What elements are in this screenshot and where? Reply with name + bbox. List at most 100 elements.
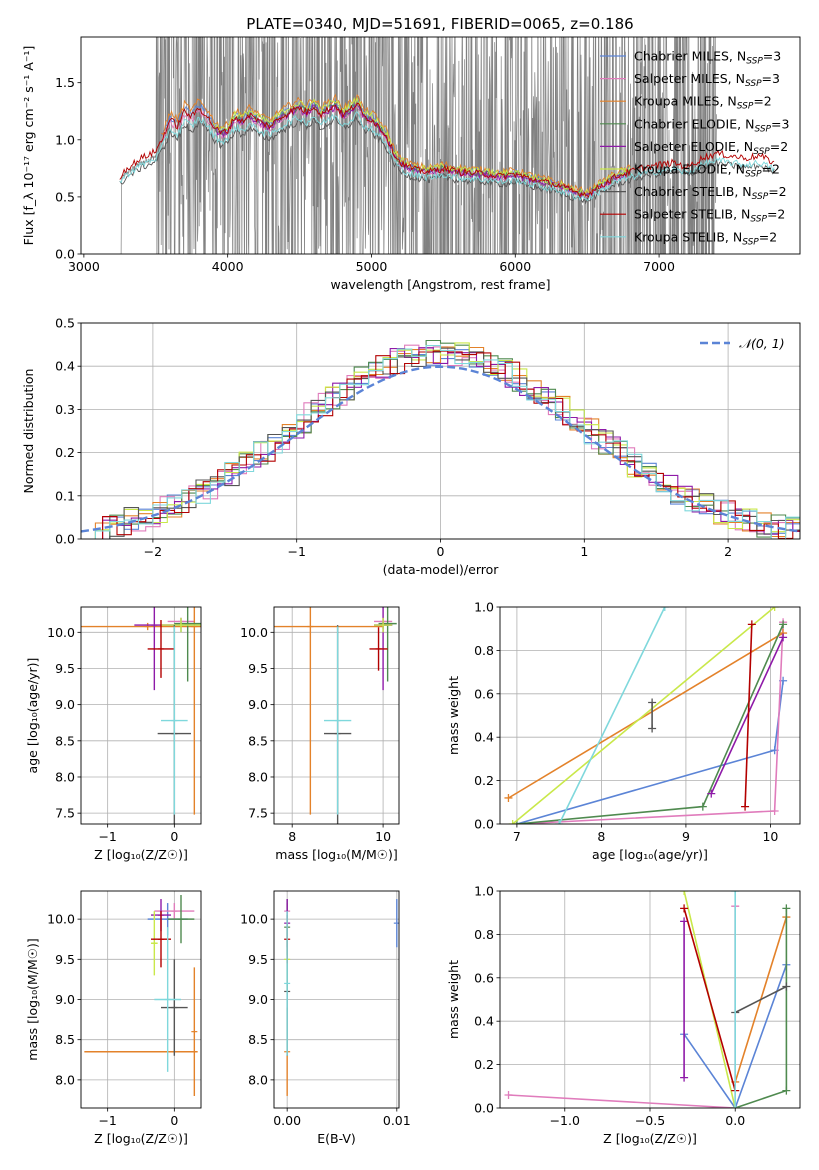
y-tick-label: 9.0	[55, 992, 75, 1007]
x-axis-label: Z [log₁₀(Z/Z☉)]	[94, 1131, 188, 1146]
y-tick-label: 8.5	[55, 1032, 75, 1047]
x-axis-label: mass [log₁₀(M/M☉)]	[275, 847, 397, 862]
y-tick-label: 0.6	[474, 970, 494, 985]
y-axis-label: mass [log₁₀(M/M☉)]	[25, 938, 40, 1060]
x-tick-label: 7000	[643, 259, 675, 274]
y-tick-label: 10.0	[47, 625, 75, 640]
ticks: −1.0 −0.5 0.0 0.0 0.2 0.4 0.6 0.8 1.0	[474, 884, 745, 1129]
y-tick-label: 8.5	[248, 733, 268, 748]
y-tick-label: 0.3	[55, 402, 75, 417]
weight-line	[683, 964, 788, 1108]
x-axis-label: wavelength [Angstrom, rest frame]	[330, 277, 550, 292]
x-tick-label: 0.01	[383, 1113, 411, 1128]
x-axis-label: Z [log₁₀(Z/Z☉)]	[94, 847, 188, 862]
weight-marker	[680, 904, 689, 913]
observed-spectrum	[119, 37, 717, 254]
y-tick-label: 8.5	[248, 1032, 268, 1047]
gridlines	[500, 606, 800, 825]
x-tick-label: 7	[513, 829, 521, 844]
weight-marker	[782, 904, 791, 913]
x-tick-label: −0.5	[635, 1113, 665, 1128]
legend-value: =2	[759, 229, 777, 244]
histogram-series	[94, 346, 800, 539]
y-tick-label: 9.5	[248, 952, 268, 967]
x-axis-label: (data-model)/error	[383, 562, 500, 577]
x-tick-label: 3000	[68, 259, 100, 274]
weight-marker	[747, 620, 756, 629]
y-tick-label: 9.0	[55, 697, 75, 712]
weight-marker	[648, 724, 657, 733]
weight-marker	[782, 1086, 791, 1095]
axes-mass-vs-Z: −1 0 8.0 8.5 9.0 9.5 10.0 Z [log₁₀(Z/Z☉)] mass […	[25, 891, 201, 1146]
weight-line	[710, 637, 784, 794]
weight-marker	[707, 789, 716, 798]
plot-content	[119, 37, 775, 254]
weight-marker	[770, 806, 779, 815]
weight-marker	[779, 633, 788, 642]
x-tick-label: 8	[288, 829, 296, 844]
y-tick-label: 0.4	[474, 1014, 494, 1029]
legend-value: =3	[762, 71, 780, 86]
axes-frame	[80, 322, 801, 540]
y-tick-label: 10.0	[47, 912, 75, 927]
normal-curve	[81, 365, 800, 533]
y-tick-label: 1.0	[55, 132, 75, 147]
plot-content	[504, 607, 788, 824]
weight-marker	[504, 1090, 513, 1099]
x-tick-label: 2	[724, 544, 732, 559]
y-tick-label: 8.0	[55, 769, 75, 784]
histogram-series	[102, 344, 800, 539]
plot-content	[504, 891, 791, 1108]
weight-line	[508, 632, 784, 799]
model-spectrum-line	[119, 102, 775, 199]
axes-frame	[80, 890, 202, 1109]
gridlines	[274, 607, 399, 824]
legend-subscript: SSP	[737, 102, 754, 112]
weight-line	[558, 607, 666, 824]
weight-marker	[782, 982, 791, 991]
x-axis-label: Z [log₁₀(Z/Z☉)]	[603, 1131, 697, 1146]
legend-subscript: SSP	[742, 237, 759, 247]
legend: Chabrier MILES, NSSP=3 Salpeter MILES, NS…	[600, 49, 789, 247]
x-tick-label: 9	[682, 829, 690, 844]
x-tick-label: 8	[597, 829, 605, 844]
axes-residuals: −2 −1 0 1 2 0.0 0.1 0.2 0.3 0.4 0.5 (data-model)/er…	[21, 316, 800, 577]
x-tick-label: −1.0	[550, 1113, 580, 1128]
histogram-series	[102, 350, 800, 539]
model-spectrum-line	[119, 111, 775, 201]
legend-value: =3	[763, 49, 781, 64]
legend-label: Chabrier MILES, NSSP=3	[634, 49, 781, 67]
x-tick-label: −1	[98, 1113, 116, 1128]
legend-subscript: SSP	[750, 215, 767, 225]
legend-subscript: SSP	[745, 79, 762, 89]
legend-label: Kroupa ELODIE, NSSP=2	[634, 162, 780, 180]
axes-spectrum: 3000 4000 5000 6000 7000 0.0 0.5 1.0 1.5 waveleng…	[21, 37, 775, 292]
histogram-series	[109, 339, 800, 539]
legend-subscript: SSP	[753, 147, 770, 157]
axes-weight-vs-age: 7 8 9 10 0.0 0.2 0.4 0.6 0.8 1.0 age [log₁₀(age/yr…	[446, 600, 800, 862]
plot-content	[81, 339, 800, 539]
x-tick-label: 0	[170, 829, 178, 844]
y-tick-label: 7.5	[55, 806, 75, 821]
y-tick-label: 0.2	[474, 773, 494, 788]
legend-label: Kroupa STELIB, NSSP=2	[634, 229, 777, 247]
ticks: −1 0 8.0 8.5 9.0 9.5 10.0	[47, 912, 178, 1128]
weight-marker	[555, 820, 564, 824]
y-tick-label: 9.5	[55, 661, 75, 676]
y-tick-label: 0.1	[55, 488, 75, 503]
y-axis-label: mass weight	[446, 676, 461, 755]
weight-line	[512, 607, 776, 824]
histogram-series	[94, 345, 800, 539]
legend-label: Chabrier STELIB, NSSP=2	[634, 184, 787, 202]
legend-label: Salpeter ELODIE, NSSP=2	[634, 139, 788, 157]
y-tick-label: 10.0	[240, 625, 268, 640]
y-tick-label: 0.4	[55, 359, 75, 374]
axes-frame	[499, 606, 801, 825]
weight-marker	[680, 1073, 689, 1082]
weight-marker	[660, 607, 669, 611]
y-axis-label: mass weight	[446, 960, 461, 1039]
y-tick-label: 0.4	[474, 730, 494, 745]
x-tick-label: 4000	[212, 259, 244, 274]
y-tick-label: 0.5	[55, 189, 75, 204]
